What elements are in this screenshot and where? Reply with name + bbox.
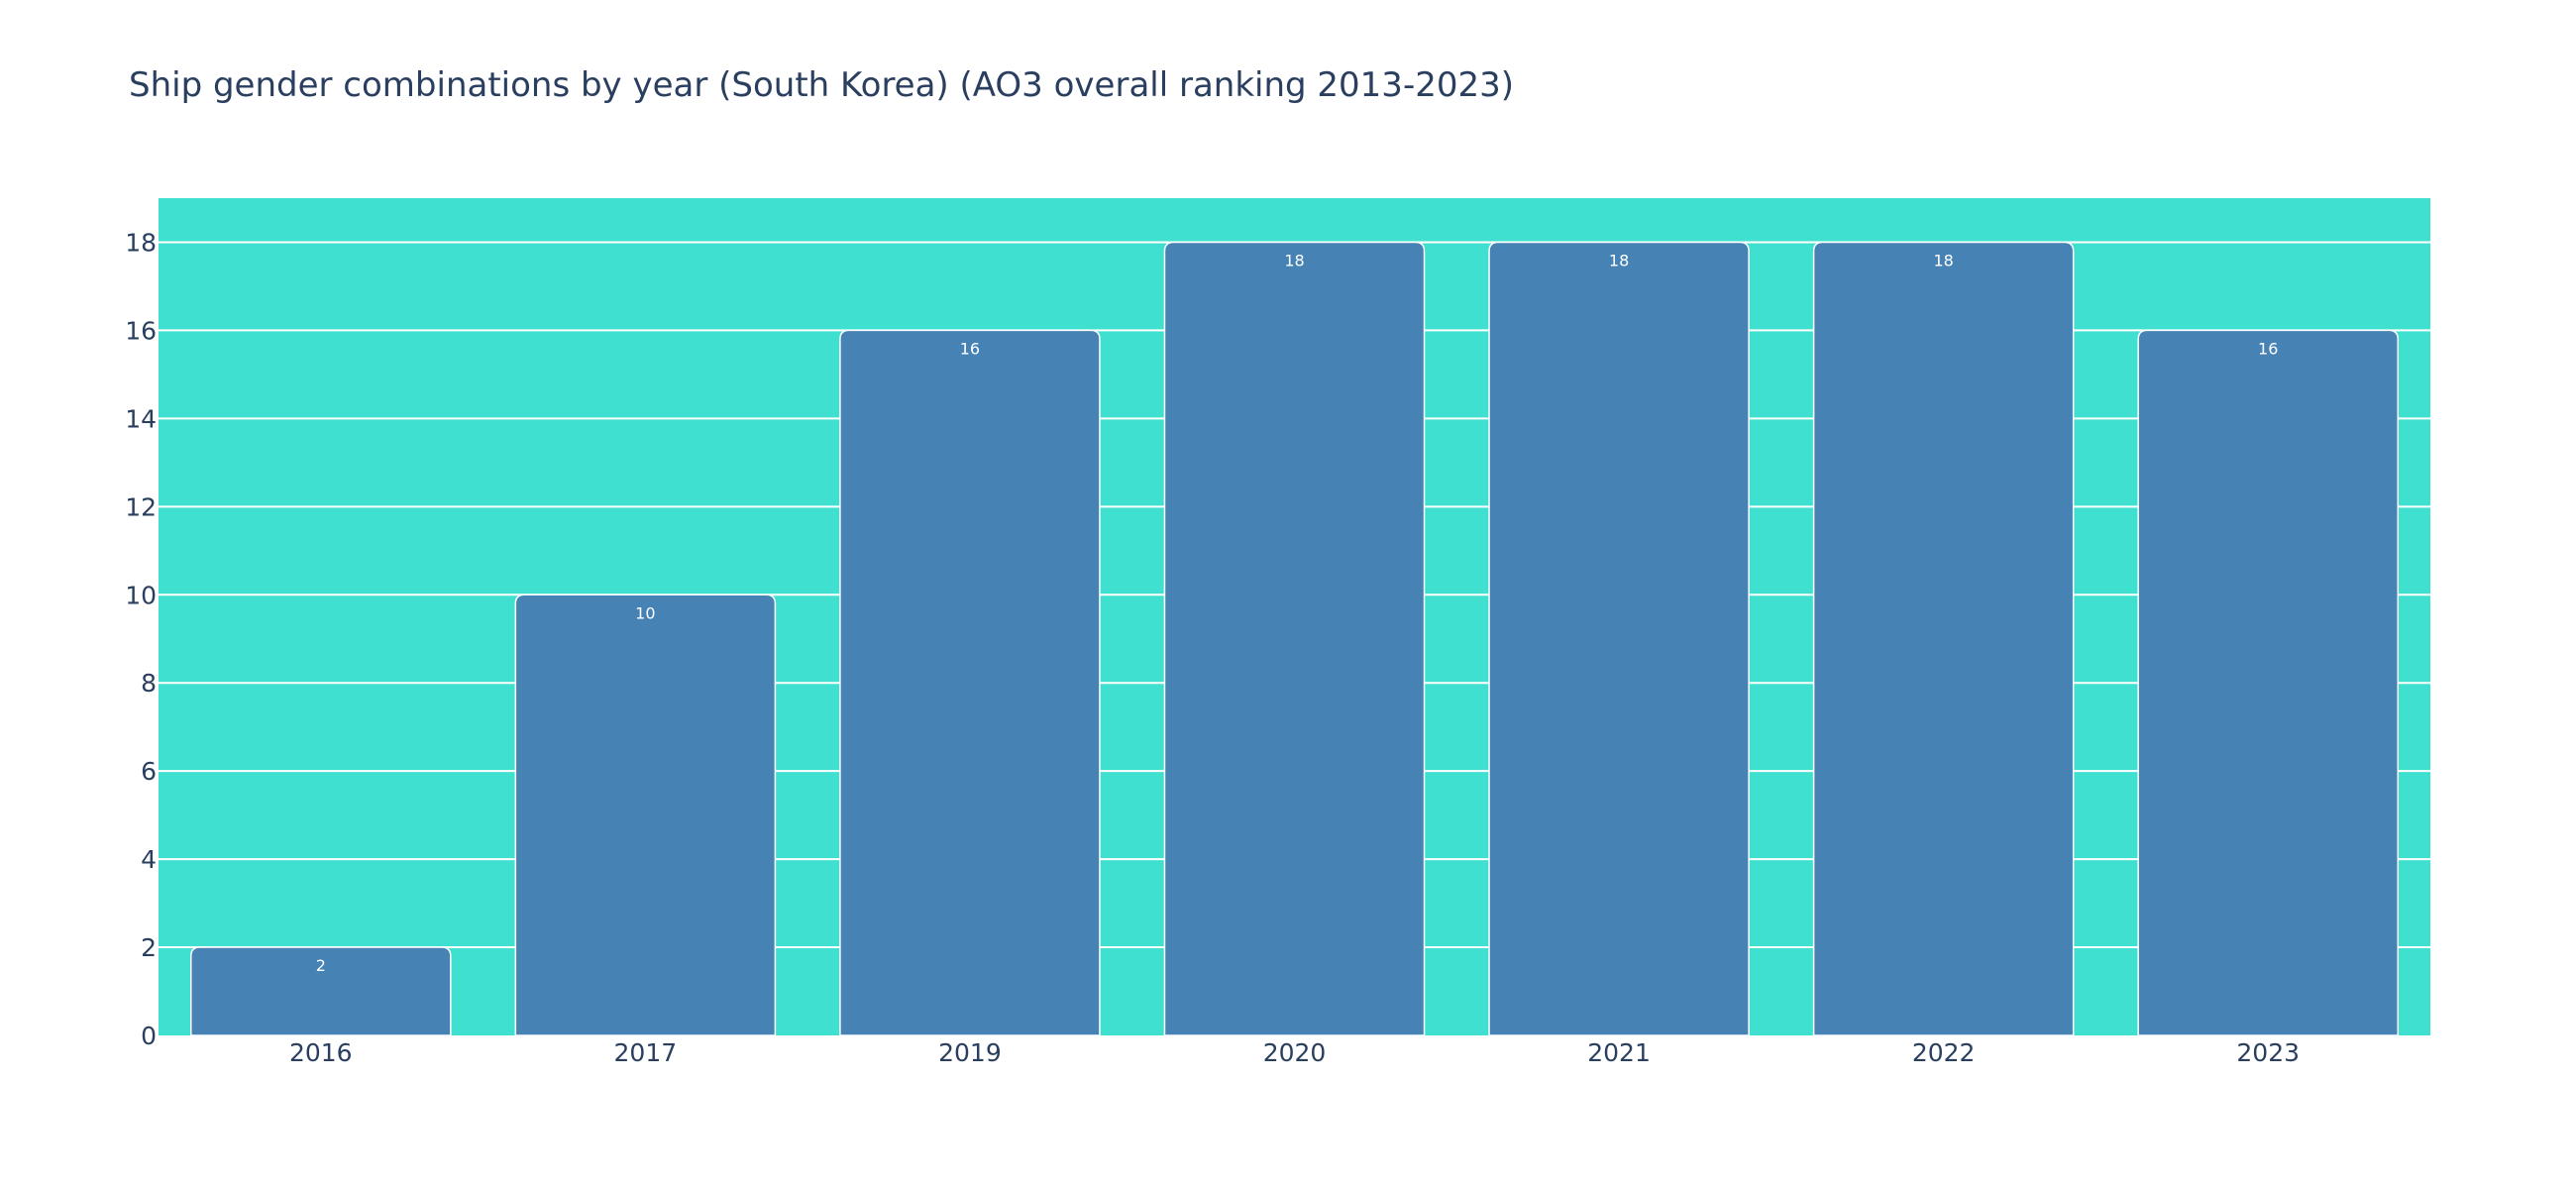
bar-2016[interactable]	[190, 946, 452, 1036]
chart-title: Ship gender combinations by year (South …	[129, 65, 1515, 105]
bar-value-label: 10	[635, 603, 655, 622]
y-tick-label: 12	[125, 492, 157, 521]
bar-2021[interactable]	[1488, 241, 1750, 1036]
x-tick-label: 2017	[614, 1038, 678, 1067]
bar-2023[interactable]	[2137, 329, 2399, 1036]
bar-2020[interactable]	[1163, 241, 1426, 1036]
bars	[190, 241, 2399, 1036]
bar-value-label: 18	[1933, 251, 1953, 270]
bar-2022[interactable]	[1812, 241, 2075, 1036]
bar-value-label: 2	[316, 956, 326, 975]
y-tick-label: 14	[125, 404, 157, 433]
y-tick-label: 18	[125, 228, 157, 257]
y-tick-label: 10	[125, 581, 157, 609]
x-axis-ticks: 2016 2017 2019 2020 2021 2022 2023	[289, 1038, 2300, 1067]
bar-2017[interactable]	[514, 594, 777, 1036]
bar-value-label: 16	[960, 339, 980, 358]
x-tick-label: 2023	[2236, 1038, 2300, 1067]
bar-value-label: 18	[1284, 251, 1304, 270]
y-tick-label: 4	[141, 845, 157, 874]
y-tick-label: 8	[141, 669, 157, 698]
x-tick-label: 2022	[1912, 1038, 1976, 1067]
bar-value-label: 18	[1609, 251, 1629, 270]
bar-value-labels: 2 10 16 18 18 18 16	[316, 251, 2279, 975]
y-axis-ticks: 0 2 4 6 8 10 12 14 16 18	[125, 228, 157, 1050]
y-tick-label: 16	[125, 316, 157, 345]
x-tick-label: 2021	[1587, 1038, 1651, 1067]
y-tick-label: 0	[141, 1022, 157, 1050]
x-tick-label: 2020	[1263, 1038, 1327, 1067]
bar-2019[interactable]	[839, 329, 1101, 1036]
y-tick-label: 6	[141, 757, 157, 786]
y-tick-label: 2	[141, 933, 157, 962]
x-tick-label: 2016	[289, 1038, 353, 1067]
x-tick-label: 2019	[938, 1038, 1002, 1067]
bar-value-label: 16	[2258, 339, 2278, 358]
